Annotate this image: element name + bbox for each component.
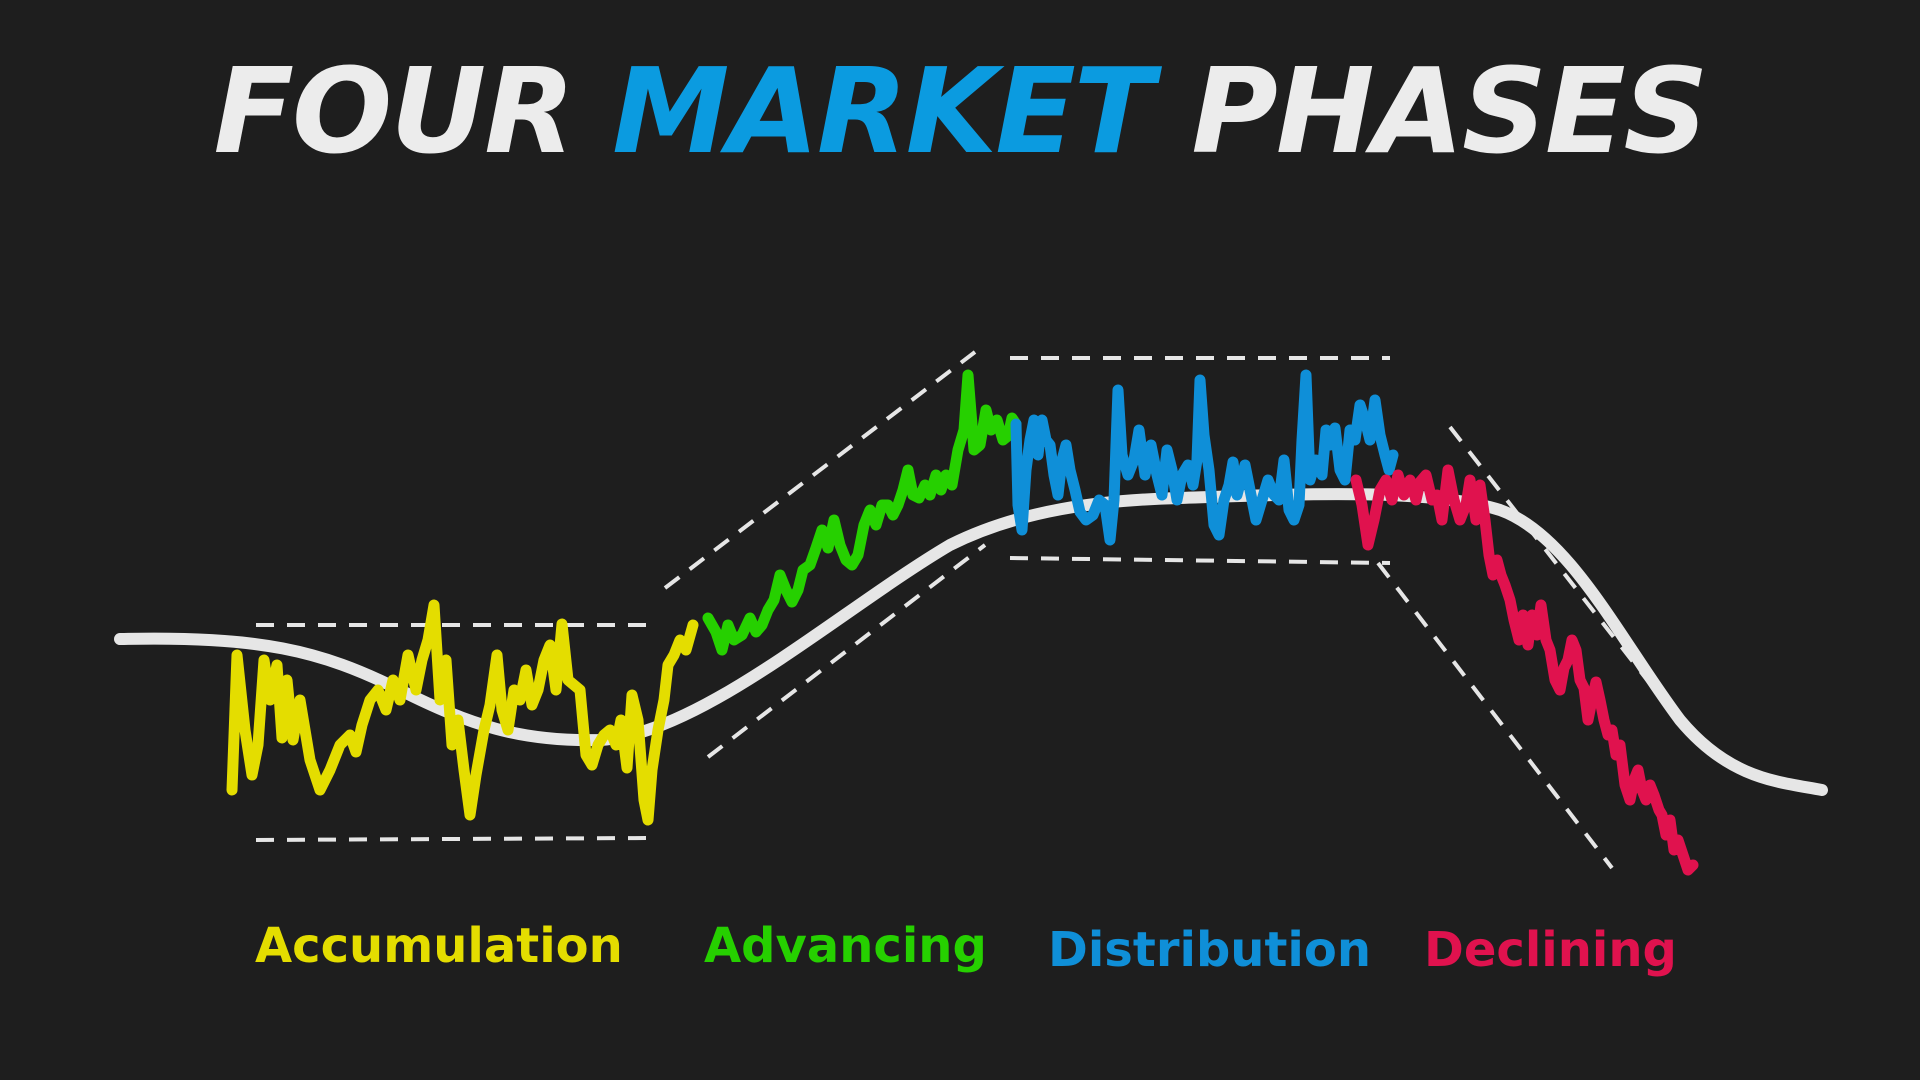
declining-lower-boundary bbox=[1376, 561, 1614, 870]
phase-label-declining: Declining bbox=[1424, 922, 1677, 978]
advancing-lower-boundary bbox=[706, 543, 987, 759]
accumulation-price-line bbox=[226, 599, 699, 826]
title-word-four: FOUR bbox=[213, 42, 575, 180]
advancing-price-line bbox=[702, 369, 1022, 656]
declining-price-line bbox=[1350, 464, 1699, 876]
distribution-bottom-boundary bbox=[1009, 556, 1391, 565]
declining-upper-boundary bbox=[1448, 425, 1692, 737]
title-word-phases: PHASES bbox=[1191, 42, 1708, 180]
phase-label-distribution: Distribution bbox=[1048, 922, 1372, 978]
page-title: FOUR MARKET PHASES bbox=[0, 52, 1920, 170]
advancing-upper-boundary bbox=[663, 350, 977, 590]
distribution-price-line bbox=[1010, 369, 1399, 546]
title-word-market: MARKET bbox=[612, 42, 1154, 180]
channel-lines bbox=[255, 350, 1692, 870]
trend-curve bbox=[114, 488, 1828, 796]
phase-label-advancing: Advancing bbox=[704, 918, 987, 974]
phase-label-accumulation: Accumulation bbox=[255, 918, 623, 974]
accumulation-bottom-boundary bbox=[255, 836, 651, 842]
